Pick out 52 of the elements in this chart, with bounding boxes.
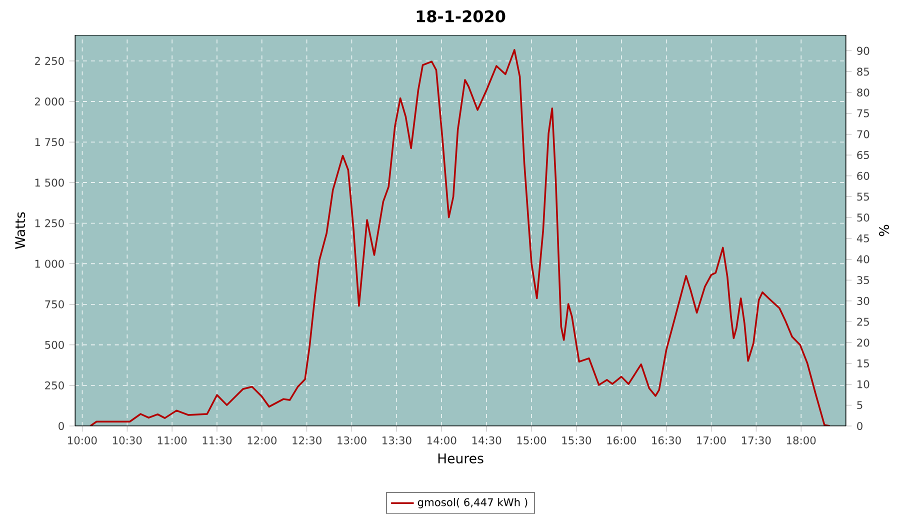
y2-tick-label: 50 <box>857 214 870 222</box>
x-tick-label: 14:00 <box>427 436 456 445</box>
y2-tick-label: 30 <box>857 297 870 306</box>
x-tick-label: 16:30 <box>652 436 681 445</box>
x-tick-label: 18:00 <box>786 436 816 445</box>
y-tick-label: 1 000 <box>35 260 64 268</box>
y-axis-title: Watts <box>15 212 26 250</box>
y-tick-label: 2 000 <box>34 98 64 106</box>
y2-tick-label: 75 <box>857 110 869 118</box>
chart-title: 18-1-2020 <box>416 10 506 22</box>
y2-tick-label: 80 <box>857 88 870 97</box>
y-tick-label: 1 250 <box>35 219 64 228</box>
x-tick-label: 15:00 <box>517 436 546 445</box>
line-series <box>89 49 831 426</box>
x-tick-label: 10:30 <box>112 436 142 445</box>
y-tick-label: 2 250 <box>34 57 64 66</box>
x-tick-label: 11:30 <box>202 436 232 445</box>
x-tick-label: 17:30 <box>742 436 771 445</box>
y2-tick-label: 90 <box>857 46 870 55</box>
x-tick-label: 13:30 <box>382 436 412 445</box>
y2-tick-label: 10 <box>858 380 870 388</box>
y2-tick-label: 40 <box>856 255 870 264</box>
y2-tick-label: 55 <box>857 192 869 201</box>
y-tick-label: 250 <box>45 382 64 390</box>
legend-label: gmosol( 6,447 kWh ) <box>418 498 528 508</box>
y-tick-label: 0 <box>58 422 64 430</box>
y2-tick-label: 45 <box>856 234 869 243</box>
y2-tick-label: 85 <box>857 68 869 76</box>
x-tick-label: 17:00 <box>697 436 726 445</box>
x-tick-label: 12:00 <box>248 436 277 445</box>
y2-tick-label: 0 <box>857 422 862 430</box>
x-tick-label: 16:00 <box>607 436 636 445</box>
y2-tick-label: 25 <box>857 318 869 326</box>
x-tick-label: 10:00 <box>68 436 97 445</box>
x-tick-label: 14:30 <box>472 436 502 445</box>
y2-tick-label: 20 <box>857 338 870 347</box>
x-axis-title: Heures <box>438 454 484 464</box>
y-tick-label: 1 750 <box>35 138 64 146</box>
y2-tick-label: 70 <box>857 130 870 138</box>
y2-tick-label: 15 <box>858 360 869 368</box>
y2-tick-label: 60 <box>857 172 870 180</box>
y2-tick-label: 65 <box>857 151 869 160</box>
y-tick-label: 750 <box>45 300 64 308</box>
y2-axis-title: % <box>879 225 890 236</box>
x-tick-label: 13:00 <box>338 436 366 445</box>
y-tick-label: 500 <box>45 341 64 350</box>
y2-tick-label: 35 <box>857 276 869 284</box>
x-tick-label: 12:30 <box>292 436 322 445</box>
x-tick-label: 15:30 <box>562 436 592 445</box>
y-tick-label: 1 500 <box>35 178 64 187</box>
y2-tick-label: 5 <box>857 401 862 410</box>
x-tick-label: 11:00 <box>158 436 187 445</box>
